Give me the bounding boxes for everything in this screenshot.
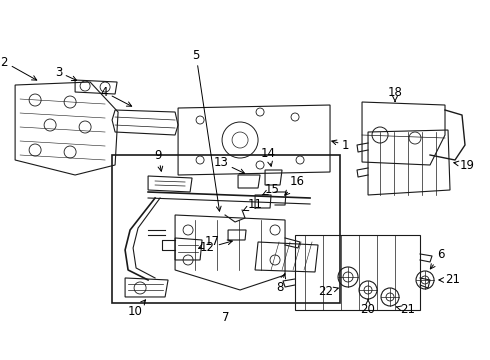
Bar [112, 155, 340, 303]
Text: 10: 10 [128, 300, 146, 319]
Text: 21: 21 [396, 303, 416, 316]
Text: 1: 1 [332, 139, 349, 152]
Text: 17: 17 [198, 235, 220, 248]
Text: 7: 7 [222, 311, 230, 324]
Text: 18: 18 [388, 86, 402, 102]
Text: 6: 6 [430, 248, 444, 269]
Text: 19: 19 [454, 158, 475, 171]
Text: 15: 15 [262, 184, 280, 197]
Text: 5: 5 [193, 49, 221, 211]
Text: 13: 13 [213, 156, 245, 174]
Text: 11: 11 [244, 198, 263, 211]
Text: 22: 22 [318, 285, 338, 298]
Text: 3: 3 [55, 66, 76, 81]
Text: 9: 9 [154, 149, 163, 171]
Text: 21: 21 [439, 274, 460, 287]
Text: 2: 2 [0, 55, 37, 80]
Text: 20: 20 [361, 299, 375, 316]
Text: 8: 8 [276, 274, 286, 294]
Text: 16: 16 [285, 175, 305, 195]
Text: 14: 14 [261, 147, 275, 166]
Text: 12: 12 [200, 240, 232, 255]
Text: 4: 4 [100, 86, 132, 106]
